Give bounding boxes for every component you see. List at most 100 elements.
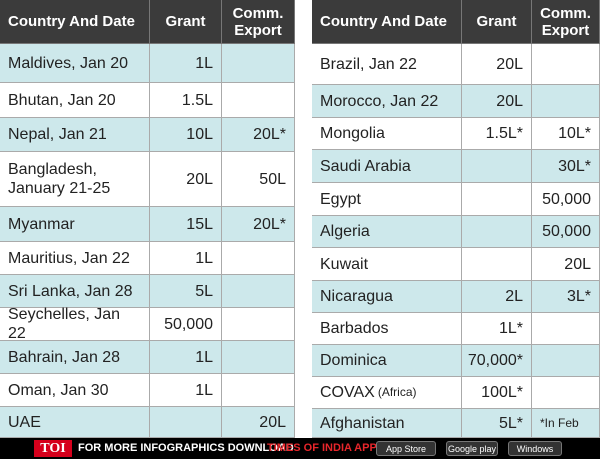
grant-cell: 10L xyxy=(150,118,222,152)
country-cell: Dominica xyxy=(312,345,462,377)
badge[interactable]: Windows Phone xyxy=(508,441,562,456)
country-cell: Mongolia xyxy=(312,118,462,150)
country: Oman, Jan 30 xyxy=(8,381,109,399)
export-cell xyxy=(532,313,600,345)
export-cell: 20L xyxy=(532,248,600,281)
grant-cell: 20L xyxy=(462,44,532,85)
country-cell: Kuwait xyxy=(312,248,462,281)
country-cell: Sri Lanka, Jan 28 xyxy=(0,275,150,308)
grant-cell xyxy=(150,407,222,438)
country: Afghanistan xyxy=(320,414,405,432)
badge[interactable]: Google play xyxy=(446,441,498,456)
country-cell: Bahrain, Jan 28 xyxy=(0,341,150,374)
logo: TOI xyxy=(34,440,72,457)
grant-cell: 1L* xyxy=(462,313,532,345)
export-cell xyxy=(222,308,295,341)
grant-cell: 2L xyxy=(462,281,532,313)
header-cell: Grant xyxy=(462,0,532,44)
export-cell: 30L* xyxy=(532,150,600,183)
country: COVAX xyxy=(320,384,375,401)
country: Bhutan, Jan 20 xyxy=(8,91,116,109)
country: Mongolia xyxy=(320,125,385,142)
country-cell: Morocco, Jan 22 xyxy=(312,85,462,118)
country: UAE xyxy=(8,413,41,431)
country: Brazil, Jan 22 xyxy=(320,55,417,73)
export-cell: 50L xyxy=(222,152,295,207)
export-cell xyxy=(222,44,295,83)
export-cell: 50,000 xyxy=(532,216,600,248)
country: Nicaragua xyxy=(320,288,393,305)
header-cell: Comm. Export xyxy=(532,0,600,44)
grant-cell: 1L xyxy=(150,341,222,374)
country-cell: Egypt xyxy=(312,183,462,216)
country-cell: Bhutan, Jan 20 xyxy=(0,83,150,118)
country: Dominica xyxy=(320,352,387,369)
export-cell: 50,000 xyxy=(532,183,600,216)
country-cell: Bangladesh, January 21-25 xyxy=(0,152,150,207)
grant-cell: 15L xyxy=(150,207,222,242)
grant-cell: 5L xyxy=(150,275,222,308)
country-cell: Afghanistan xyxy=(312,409,462,438)
country-cell: Saudi Arabia xyxy=(312,150,462,183)
country-cell: Myanmar xyxy=(0,207,150,242)
country: Algeria xyxy=(320,223,370,240)
country: Bahrain, Jan 28 xyxy=(8,348,121,366)
grant-cell: 50,000 xyxy=(150,308,222,341)
footer: TOI FOR MORE INFOGRAPHICS DOWNLOAD TIMES… xyxy=(0,438,600,459)
country: Egypt xyxy=(320,190,361,208)
country-cell: Mauritius, Jan 22 xyxy=(0,242,150,275)
grant-cell: 100L* xyxy=(462,377,532,409)
export-cell xyxy=(532,44,600,85)
grant-cell: 1L xyxy=(150,44,222,83)
grant-cell: 20L xyxy=(150,152,222,207)
country: Saudi Arabia xyxy=(320,157,411,175)
header-cell: Country And Date xyxy=(312,0,462,44)
country-cell: UAE xyxy=(0,407,150,438)
grant-cell: 1L xyxy=(150,374,222,407)
country-cell: Seychelles, Jan 22 xyxy=(0,306,150,342)
export-cell xyxy=(532,377,600,409)
header-cell: Comm. Export xyxy=(222,0,295,44)
export-cell xyxy=(532,345,600,377)
grant-cell xyxy=(462,216,532,248)
badge[interactable]: App Store xyxy=(376,441,436,456)
export-cell xyxy=(222,374,295,407)
grant-cell: 1.5L* xyxy=(462,118,532,150)
country-cell: Nepal, Jan 21 xyxy=(0,118,150,152)
export-cell xyxy=(222,83,295,118)
grant-cell: 20L xyxy=(462,85,532,118)
export-cell xyxy=(222,341,295,374)
grant-cell: 1.5L xyxy=(150,83,222,118)
export-cell: 20L* xyxy=(222,118,295,152)
country: Myanmar xyxy=(8,215,75,233)
country-cell: Barbados xyxy=(312,313,462,345)
export-cell: 10L* xyxy=(532,118,600,150)
export-cell xyxy=(222,275,295,308)
country-cell: Oman, Jan 30 xyxy=(0,374,150,407)
country: Nepal, Jan 21 xyxy=(8,126,107,143)
country-cell: COVAX (Africa) xyxy=(312,377,462,409)
country: Maldives, Jan 20 xyxy=(8,54,129,72)
country: Mauritius, Jan 22 xyxy=(8,249,130,267)
grant-cell xyxy=(462,248,532,281)
region: (Africa) xyxy=(377,385,417,399)
country: Morocco, Jan 22 xyxy=(320,92,439,110)
footer-app: TIMES OF INDIA APP xyxy=(267,442,377,454)
grant-cell: 70,000* xyxy=(462,345,532,377)
export-cell: 3L* xyxy=(532,281,600,313)
country: Kuwait xyxy=(320,255,369,273)
export-cell: 20L* xyxy=(222,207,295,242)
header-cell: Country And Date xyxy=(0,0,150,44)
country: Sri Lanka, Jan 28 xyxy=(8,282,133,300)
export-cell: *In Feb xyxy=(532,409,600,438)
grant-cell: 5L* xyxy=(462,409,532,438)
note: *In Feb xyxy=(540,415,579,430)
export-cell xyxy=(532,85,600,118)
country: Seychelles, Jan 22 xyxy=(8,306,121,342)
export-cell: 20L xyxy=(222,407,295,438)
country-cell: Algeria xyxy=(312,216,462,248)
country-cell: Brazil, Jan 22 xyxy=(312,44,462,85)
grant-cell xyxy=(462,183,532,216)
country-cell: Maldives, Jan 20 xyxy=(0,44,150,83)
